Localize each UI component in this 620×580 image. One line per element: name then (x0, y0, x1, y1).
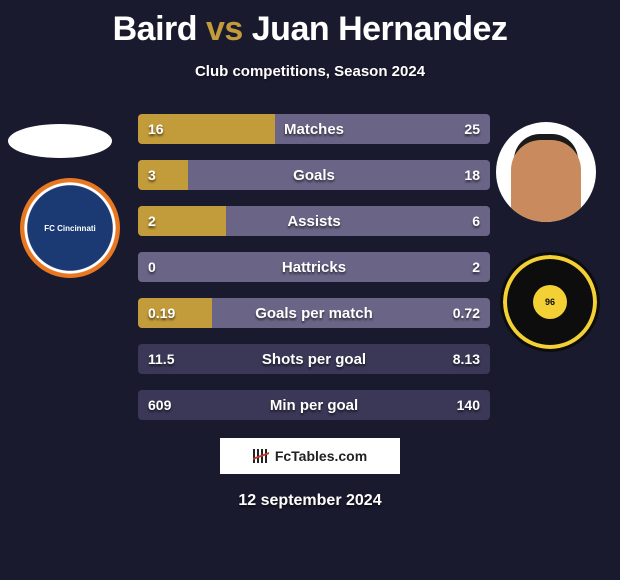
player1-photo-placeholder (8, 124, 112, 158)
stat-row: 11.5Shots per goal8.13 (138, 344, 490, 374)
stat-value-left: 0 (148, 259, 156, 275)
stat-label: Matches (138, 121, 490, 138)
stat-value-right: 25 (464, 121, 480, 137)
stat-value-left: 609 (148, 397, 171, 413)
stat-label: Goals per match (138, 305, 490, 322)
stat-row: 2Assists6 (138, 206, 490, 236)
stat-value-left: 2 (148, 213, 156, 229)
player2-photo (496, 122, 596, 222)
stat-label: Goals (138, 167, 490, 184)
stat-row: 0Hattricks2 (138, 252, 490, 282)
stat-value-right: 2 (472, 259, 480, 275)
stat-value-right: 6 (472, 213, 480, 229)
stat-value-right: 140 (457, 397, 480, 413)
fctables-icon (253, 449, 269, 463)
player2-club-logo-badge: 96 (533, 285, 567, 319)
subtitle: Club competitions, Season 2024 (0, 63, 620, 80)
stat-row: 16Matches25 (138, 114, 490, 144)
stat-value-right: 8.13 (453, 351, 480, 367)
stat-row: 609Min per goal140 (138, 390, 490, 420)
stat-label: Hattricks (138, 259, 490, 276)
brand-badge: FcTables.com (220, 438, 400, 474)
stat-label: Min per goal (138, 397, 490, 414)
comparison-content: FC Cincinnati 96 16Matches253Goals182Ass… (0, 114, 620, 420)
page-title: Baird vs Juan Hernandez (0, 0, 620, 49)
title-player1: Baird (113, 10, 197, 48)
stat-value-right: 0.72 (453, 305, 480, 321)
stat-value-left: 11.5 (148, 351, 174, 367)
stat-row: 0.19Goals per match0.72 (138, 298, 490, 328)
player1-club-logo-inner: FC Cincinnati (40, 198, 100, 258)
player2-club-logo: 96 (500, 252, 600, 352)
date-text: 12 september 2024 (0, 492, 620, 510)
stat-value-right: 18 (464, 167, 480, 183)
stat-value-left: 16 (148, 121, 164, 137)
stat-label: Assists (138, 213, 490, 230)
player2-face-shape (511, 140, 581, 222)
stat-bars: 16Matches253Goals182Assists60Hattricks20… (138, 114, 490, 420)
player1-club-logo: FC Cincinnati (20, 178, 120, 278)
title-vs: vs (206, 10, 243, 48)
stat-label: Shots per goal (138, 351, 490, 368)
stat-value-left: 3 (148, 167, 156, 183)
stat-row: 3Goals18 (138, 160, 490, 190)
brand-text: FcTables.com (275, 448, 367, 464)
title-player2: Juan Hernandez (252, 10, 508, 48)
stat-value-left: 0.19 (148, 305, 175, 321)
